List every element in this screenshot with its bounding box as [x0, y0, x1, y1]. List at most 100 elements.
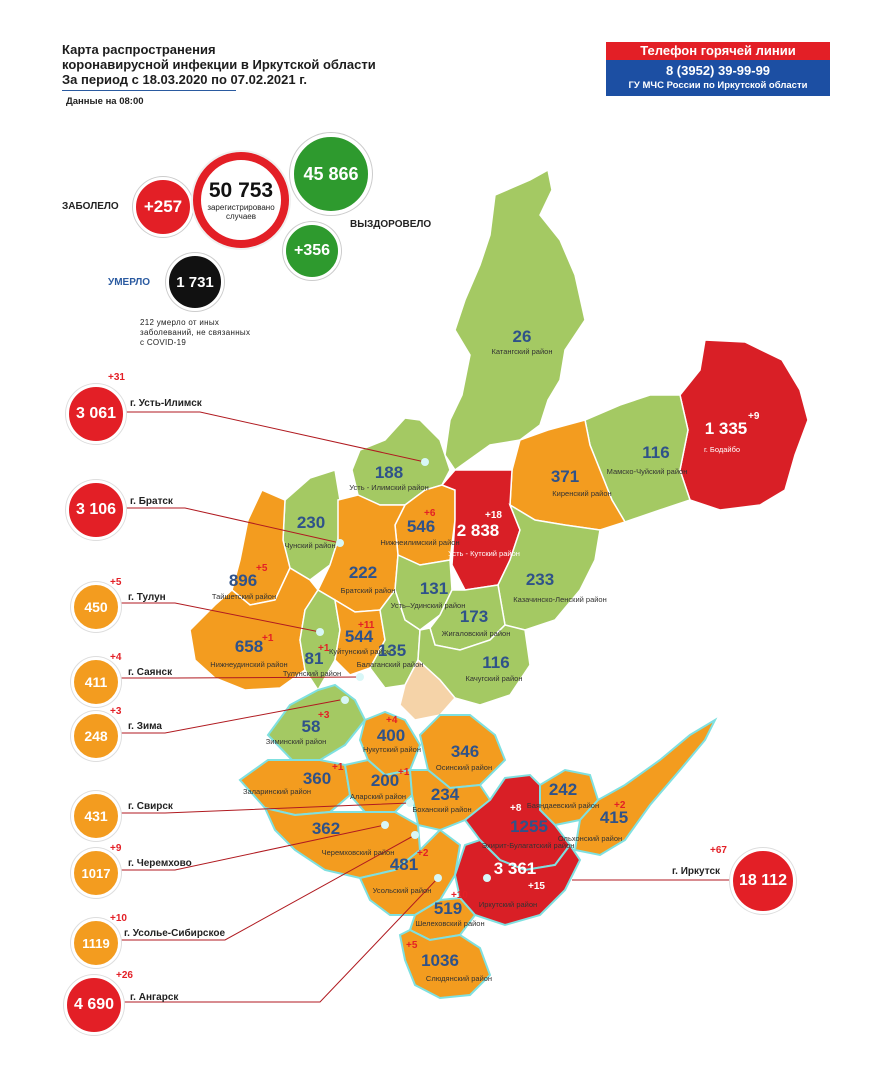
region-name-ekhirit: Эхирит-Булагатский район: [482, 841, 575, 850]
died-total: 1 731: [176, 273, 214, 291]
region-value-kachugsky: 116: [482, 653, 509, 672]
region-delta-nizhneudinsky: +1: [262, 633, 274, 644]
region-delta-nukutsky: +4: [386, 715, 398, 726]
hotline-title: Телефон горячей линии: [606, 42, 830, 60]
region-olkhonsky: [573, 717, 718, 857]
region-name-katangsky: Катангский район: [492, 347, 553, 356]
region-delta-slyudyansky: +5: [406, 940, 418, 951]
region-name-chunsky: Чунский район: [284, 541, 335, 550]
region-delta-shelekhovsky: +10: [451, 890, 468, 901]
region-value-bokhansky: 234: [431, 785, 460, 804]
marker-angarsk: [434, 874, 442, 882]
title-underline: [62, 90, 236, 91]
region-name-kuytunsky: Куйтунский район: [329, 647, 391, 656]
died-label: УМЕРЛО: [108, 277, 151, 288]
region-name-bayandaevsky: Баяндаевский район: [527, 801, 599, 810]
region-name-ziminsky: Зиминский район: [266, 737, 327, 746]
city-name-ust-ilimsk: г. Усть-Илимск: [130, 398, 202, 409]
infected-delta: +257: [143, 197, 183, 216]
city-bubble-tulun: 450: [71, 582, 121, 632]
city-bubble-irkutsk: 18 112: [730, 848, 796, 914]
region-delta-olkhonsky: +2: [614, 800, 626, 811]
region-name-ust-kutsky: Усть - Кутский район: [448, 549, 520, 558]
region-name-nukutsky: Нукутский район: [363, 745, 421, 754]
city-delta-usolye: +10: [110, 913, 127, 924]
marker-usolye: [411, 831, 419, 839]
marker-cheremkhovo: [381, 821, 389, 829]
line-sayansk: [113, 676, 361, 679]
city-value-usolye: 1119: [82, 935, 110, 951]
city-bubble-svirsk: 431: [71, 791, 121, 841]
line-zima: [113, 699, 341, 734]
city-bubble-sayansk: 411: [71, 657, 121, 707]
recovered-label: ВЫЗДОРОВЕЛО: [350, 219, 432, 230]
region-delta-zalarinsky: +1: [332, 762, 344, 773]
line-cheremkhovo: [113, 824, 386, 871]
region-name-tulunsky: Тулунский район: [283, 669, 341, 678]
region-name-osinsky: Осинский район: [436, 763, 492, 772]
region-name-ust-ilimsky: Усть - Илимский район: [349, 483, 428, 492]
total-cases-bubble: 50 753 зарегистрировано случаев: [193, 152, 289, 248]
recovered-total: 45 866: [303, 163, 359, 184]
region-delta-nizhneilimsky: +6: [424, 508, 436, 519]
city-bubble-angarsk: 4 690: [64, 975, 124, 1035]
region-value-ust-ilimsky: 188: [375, 463, 403, 482]
region-name-alarsky: Аларский район: [350, 792, 406, 801]
region-katangsky: [444, 168, 586, 472]
city-value-bratsk: 3 106: [75, 501, 117, 518]
region-value-zhigalovsky: 173: [460, 607, 488, 626]
city-bubble-ust-ilimsk: 3 061: [66, 384, 126, 444]
city-delta-irkutsk: +67: [710, 845, 727, 856]
city-name-svirsk: г. Свирск: [128, 801, 173, 812]
city-delta-zima: +3: [110, 706, 122, 717]
died-bubble: 1 731: [166, 253, 224, 311]
recovered-bubble: 45 866: [290, 133, 372, 215]
city-name-angarsk: г. Ангарск: [130, 992, 179, 1003]
region-value-osinsky: 346: [451, 742, 479, 761]
region-value-shelekhovsky: 519: [434, 899, 462, 918]
region-delta-tulunsky: +1: [318, 643, 330, 654]
region-value-olkhonsky: 415: [600, 808, 628, 827]
region-name-zhigalovsky: Жигаловский район: [442, 629, 511, 638]
marker-zima: [341, 696, 349, 704]
region-value-nukutsky: 400: [377, 726, 405, 745]
region-value-bodaibo: 1 335: [705, 419, 748, 438]
data-timestamp: Данные на 08:00: [66, 96, 144, 107]
region-value-kazachinsko: 233: [526, 570, 554, 589]
region-delta-bodaibo: +9: [748, 411, 760, 422]
region-value-bayandaevsky: 242: [549, 780, 577, 799]
city-value-svirsk: 431: [84, 808, 108, 824]
line-tulun: [113, 602, 321, 633]
region-value-ziminsky: 58: [302, 717, 321, 736]
region-value-taishetsky: 896: [229, 571, 257, 590]
region-value-chunsky: 230: [297, 513, 325, 532]
region-labels: 26 Катангский район 1 335 +9 г. Бодайбо …: [210, 327, 760, 983]
recovered-delta-bubble: +356: [283, 222, 341, 280]
city-value-zima: 248: [84, 728, 108, 744]
city-value-sayansk: 411: [84, 674, 108, 690]
region-unlabeled-beige: [399, 658, 456, 721]
region-name-ust-udinsky: Усть–Удинский район: [391, 601, 466, 610]
hotline-org: ГУ МЧС России по Иркутской области: [628, 80, 808, 91]
region-name-irkutsky: Иркутский район: [479, 900, 537, 909]
infected-delta-bubble: +257: [133, 177, 193, 237]
region-value-nizhneilimsky: 546: [407, 517, 435, 536]
city-name-cheremkhovo: г. Черемхово: [128, 858, 192, 869]
region-value-tulunsky: 81: [305, 649, 324, 668]
infected-label: ЗАБОЛЕЛО: [62, 201, 119, 212]
note-line-3: с COVID-19: [140, 338, 187, 347]
city-name-tulun: г. Тулун: [128, 592, 166, 603]
title-line-2: коронавирусной инфекции в Иркутской обла…: [62, 57, 376, 72]
region-value-ust-udinsky: 131: [420, 579, 448, 598]
region-name-kazachinsko: Казачинско-Ленский район: [513, 595, 607, 604]
city-name-irkutsk: г. Иркутск: [672, 866, 721, 877]
region-value-irkutsky: 3 361: [494, 859, 537, 878]
connector-lines: [113, 411, 735, 1003]
city-bubble-zima: 248: [71, 711, 121, 761]
recovered-delta: +356: [293, 242, 331, 259]
marker-tulun: [316, 628, 324, 636]
marker-svirsk: [406, 799, 414, 807]
title-line-3: За период с 18.03.2020 по 07.02.2021 г.: [62, 72, 307, 87]
region-name-taishetsky: Тайшетский район: [212, 592, 276, 601]
